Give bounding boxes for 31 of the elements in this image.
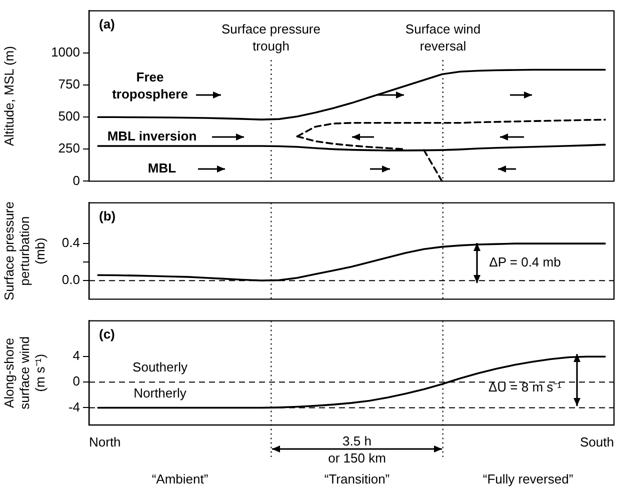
annotation: MBL	[148, 160, 176, 176]
text: 3.5 h or 150 km	[328, 434, 386, 466]
y-tick-label: 0.4	[62, 235, 80, 250]
annotation: Free troposphere	[112, 70, 188, 102]
annotation: ΔP = 0.4 mb	[489, 254, 561, 270]
y-axis-title: Altitude, MSL (m)	[1, 46, 16, 146]
text: (a)	[99, 16, 115, 32]
y-tick-label: 1000	[51, 44, 80, 60]
annotation: Southerly	[132, 360, 188, 375]
annotation: Surface pressure trough	[222, 22, 320, 54]
annotation: Surface wind reversal	[405, 22, 481, 54]
y-tick-label: -4	[68, 399, 80, 414]
y-tick-label: 500	[58, 108, 80, 124]
y-tick-label: 4	[72, 348, 80, 364]
y-tick-label: 0.0	[62, 272, 80, 288]
y-tick-label: 750	[58, 76, 80, 92]
text: “Fully reversed”	[482, 472, 574, 487]
text: “Ambient”	[152, 472, 208, 487]
text: South	[580, 434, 614, 450]
y-axis-title: Surface pressure perturbation (mb)	[1, 202, 48, 300]
text: (b)	[99, 208, 116, 224]
y-tick-label: 0	[72, 374, 80, 389]
annotation: MBL inversion	[107, 128, 197, 144]
y-axis-title: Along-shore surface wind (m s⁻¹)	[1, 336, 48, 410]
text: “Transition”	[324, 472, 390, 487]
y-tick-label: 250	[58, 140, 80, 156]
y-tick-label: 0	[72, 172, 80, 188]
text: North	[89, 434, 121, 450]
annotation: Northerly	[134, 386, 187, 401]
text: (c)	[99, 326, 115, 342]
annotation: ΔU = 8 m s⁻¹	[488, 380, 562, 395]
